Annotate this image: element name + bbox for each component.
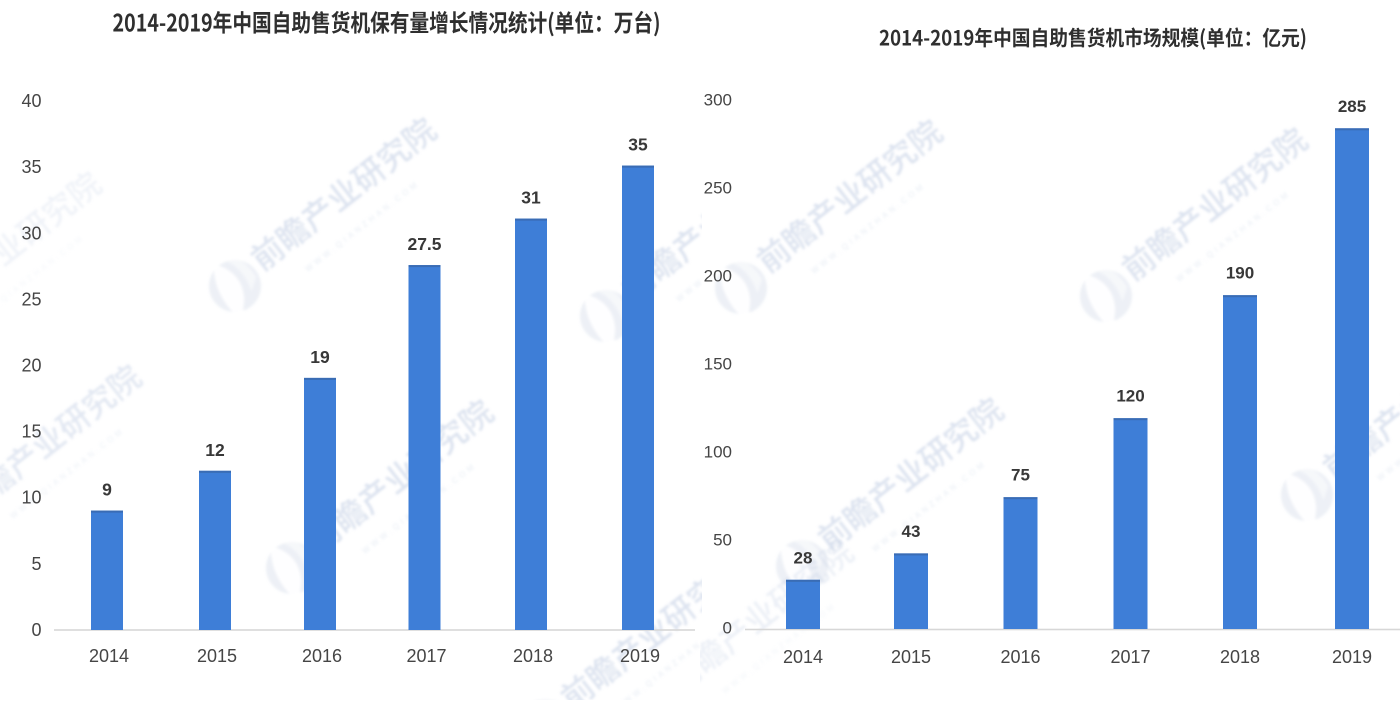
- svg-text:12: 12: [205, 440, 225, 460]
- svg-text:10: 10: [21, 488, 41, 508]
- svg-text:75: 75: [1011, 466, 1030, 485]
- svg-text:27.5: 27.5: [407, 234, 441, 254]
- svg-text:120: 120: [1116, 387, 1144, 406]
- svg-text:150: 150: [704, 354, 732, 373]
- svg-text:28: 28: [794, 548, 813, 567]
- svg-text:20: 20: [21, 356, 41, 376]
- svg-text:300: 300: [704, 90, 732, 109]
- svg-text:2018: 2018: [513, 646, 553, 666]
- svg-text:40: 40: [21, 91, 41, 111]
- svg-text:2019: 2019: [620, 646, 660, 666]
- svg-text:0: 0: [31, 620, 41, 640]
- svg-text:190: 190: [1226, 264, 1254, 283]
- svg-text:19: 19: [310, 347, 330, 367]
- svg-text:35: 35: [628, 135, 648, 155]
- svg-text:2015: 2015: [891, 647, 931, 667]
- svg-text:43: 43: [902, 522, 921, 541]
- svg-text:5: 5: [31, 554, 41, 574]
- svg-text:2014: 2014: [89, 646, 129, 666]
- svg-text:2019: 2019: [1332, 647, 1372, 667]
- svg-text:100: 100: [704, 442, 732, 461]
- svg-text:31: 31: [521, 188, 541, 208]
- svg-text:30: 30: [21, 223, 41, 243]
- svg-text:15: 15: [21, 422, 41, 442]
- svg-text:250: 250: [704, 178, 732, 197]
- svg-text:0: 0: [723, 618, 732, 637]
- svg-text:2016: 2016: [302, 646, 342, 666]
- svg-text:2017: 2017: [1110, 647, 1150, 667]
- svg-text:2015: 2015: [197, 646, 237, 666]
- svg-text:2018: 2018: [1220, 647, 1260, 667]
- svg-text:285: 285: [1338, 97, 1366, 116]
- svg-text:2017: 2017: [406, 646, 446, 666]
- svg-text:50: 50: [713, 530, 732, 549]
- svg-text:2016: 2016: [1000, 647, 1040, 667]
- svg-text:35: 35: [21, 157, 41, 177]
- svg-text:9: 9: [102, 480, 112, 500]
- svg-text:2014: 2014: [783, 647, 823, 667]
- svg-text:200: 200: [704, 266, 732, 285]
- svg-text:25: 25: [21, 289, 41, 309]
